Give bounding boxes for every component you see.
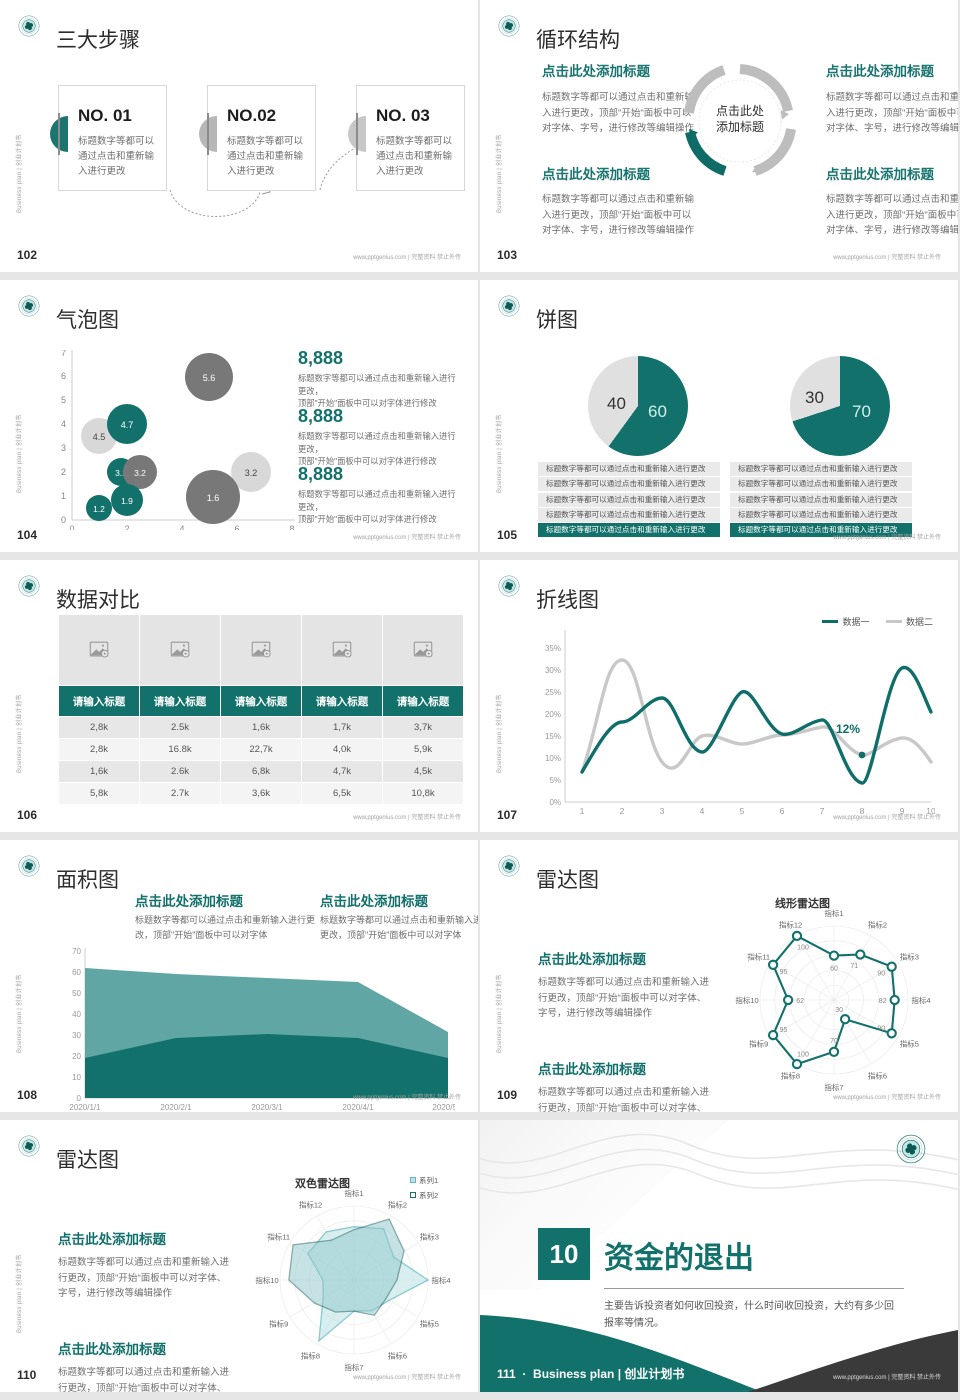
svg-text:2020/3/1: 2020/3/1 bbox=[251, 1103, 283, 1112]
svg-text:20%: 20% bbox=[545, 710, 561, 719]
svg-text:1.2: 1.2 bbox=[93, 504, 105, 514]
svg-text:1.6: 1.6 bbox=[207, 493, 220, 503]
svg-text:60: 60 bbox=[72, 968, 81, 977]
svg-text:指标11: 指标11 bbox=[267, 1232, 290, 1242]
svg-text:指标3: 指标3 bbox=[900, 952, 919, 962]
svg-text:2020/4/1: 2020/4/1 bbox=[342, 1103, 374, 1112]
svg-text:指标7: 指标7 bbox=[344, 1362, 363, 1372]
svg-text:1: 1 bbox=[61, 491, 66, 501]
svg-text:4: 4 bbox=[179, 524, 184, 530]
svg-text:指标12: 指标12 bbox=[779, 920, 802, 930]
svg-text:4: 4 bbox=[700, 806, 705, 816]
svg-text:2020/1/1: 2020/1/1 bbox=[69, 1103, 101, 1112]
svg-text:30%: 30% bbox=[545, 666, 561, 675]
svg-text:70: 70 bbox=[72, 948, 81, 956]
svg-text:指标6: 指标6 bbox=[388, 1350, 407, 1360]
svg-text:4.5: 4.5 bbox=[93, 432, 106, 442]
svg-text:指标1: 指标1 bbox=[344, 1188, 363, 1198]
svg-text:10%: 10% bbox=[545, 754, 561, 763]
svg-text:90: 90 bbox=[877, 971, 885, 978]
svg-text:4.7: 4.7 bbox=[121, 420, 134, 430]
svg-text:指标3: 指标3 bbox=[420, 1232, 439, 1242]
svg-text:10: 10 bbox=[72, 1073, 81, 1082]
svg-text:71: 71 bbox=[850, 963, 858, 970]
svg-text:5: 5 bbox=[61, 395, 66, 405]
svg-text:82: 82 bbox=[879, 998, 887, 1005]
svg-text:6: 6 bbox=[780, 806, 785, 816]
svg-text:4: 4 bbox=[61, 419, 66, 429]
svg-text:0%: 0% bbox=[549, 798, 561, 807]
svg-text:95: 95 bbox=[780, 969, 788, 976]
svg-text:7: 7 bbox=[61, 350, 66, 358]
svg-text:90: 90 bbox=[877, 1025, 885, 1032]
svg-text:指标2: 指标2 bbox=[868, 920, 887, 930]
svg-text:8: 8 bbox=[289, 524, 294, 530]
svg-text:30: 30 bbox=[835, 1007, 843, 1014]
svg-text:70: 70 bbox=[830, 1038, 838, 1045]
svg-text:2020/5/1: 2020/5/1 bbox=[432, 1103, 455, 1112]
svg-text:5: 5 bbox=[740, 806, 745, 816]
svg-text:指标12: 指标12 bbox=[299, 1200, 322, 1210]
svg-text:5.6: 5.6 bbox=[203, 373, 216, 383]
svg-text:指标8: 指标8 bbox=[301, 1350, 320, 1360]
svg-text:95: 95 bbox=[780, 1027, 788, 1034]
svg-text:指标5: 指标5 bbox=[900, 1039, 919, 1049]
svg-text:15%: 15% bbox=[545, 732, 561, 741]
svg-text:指标6: 指标6 bbox=[868, 1070, 887, 1080]
svg-text:指标5: 指标5 bbox=[420, 1319, 439, 1329]
svg-text:2: 2 bbox=[61, 467, 66, 477]
svg-text:100: 100 bbox=[797, 1052, 809, 1059]
svg-text:指标9: 指标9 bbox=[749, 1039, 768, 1049]
svg-text:7: 7 bbox=[820, 806, 825, 816]
svg-text:25%: 25% bbox=[545, 688, 561, 697]
svg-text:60: 60 bbox=[830, 966, 838, 973]
svg-text:6: 6 bbox=[234, 524, 239, 530]
svg-text:3: 3 bbox=[61, 443, 66, 453]
svg-text:1.9: 1.9 bbox=[121, 496, 133, 506]
svg-text:6: 6 bbox=[61, 371, 66, 381]
svg-text:62: 62 bbox=[796, 998, 804, 1005]
svg-text:0: 0 bbox=[69, 524, 74, 530]
svg-text:35%: 35% bbox=[545, 644, 561, 653]
svg-text:12%: 12% bbox=[836, 722, 860, 736]
svg-text:2: 2 bbox=[620, 806, 625, 816]
svg-text:3: 3 bbox=[660, 806, 665, 816]
svg-text:指标4: 指标4 bbox=[911, 995, 930, 1005]
svg-text:0: 0 bbox=[77, 1094, 82, 1103]
svg-text:5%: 5% bbox=[549, 776, 561, 785]
svg-text:指标1: 指标1 bbox=[824, 908, 843, 918]
svg-text:指标4: 指标4 bbox=[431, 1275, 450, 1285]
svg-text:40: 40 bbox=[72, 1010, 81, 1019]
svg-text:30: 30 bbox=[72, 1031, 81, 1040]
svg-text:指标9: 指标9 bbox=[269, 1319, 288, 1329]
svg-text:20: 20 bbox=[72, 1052, 81, 1061]
svg-text:指标2: 指标2 bbox=[388, 1200, 407, 1210]
svg-text:3.2: 3.2 bbox=[245, 468, 258, 478]
svg-text:指标10: 指标10 bbox=[255, 1275, 278, 1285]
svg-text:2020/2/1: 2020/2/1 bbox=[160, 1103, 192, 1112]
svg-text:100: 100 bbox=[797, 944, 809, 951]
svg-text:指标11: 指标11 bbox=[747, 952, 770, 962]
svg-text:0: 0 bbox=[61, 515, 66, 525]
svg-text:3.2: 3.2 bbox=[134, 468, 146, 478]
svg-text:指标7: 指标7 bbox=[824, 1082, 843, 1092]
svg-text:50: 50 bbox=[72, 989, 81, 998]
svg-text:2: 2 bbox=[124, 524, 129, 530]
svg-text:1: 1 bbox=[580, 806, 585, 816]
svg-text:指标10: 指标10 bbox=[735, 995, 758, 1005]
svg-text:指标8: 指标8 bbox=[781, 1070, 800, 1080]
